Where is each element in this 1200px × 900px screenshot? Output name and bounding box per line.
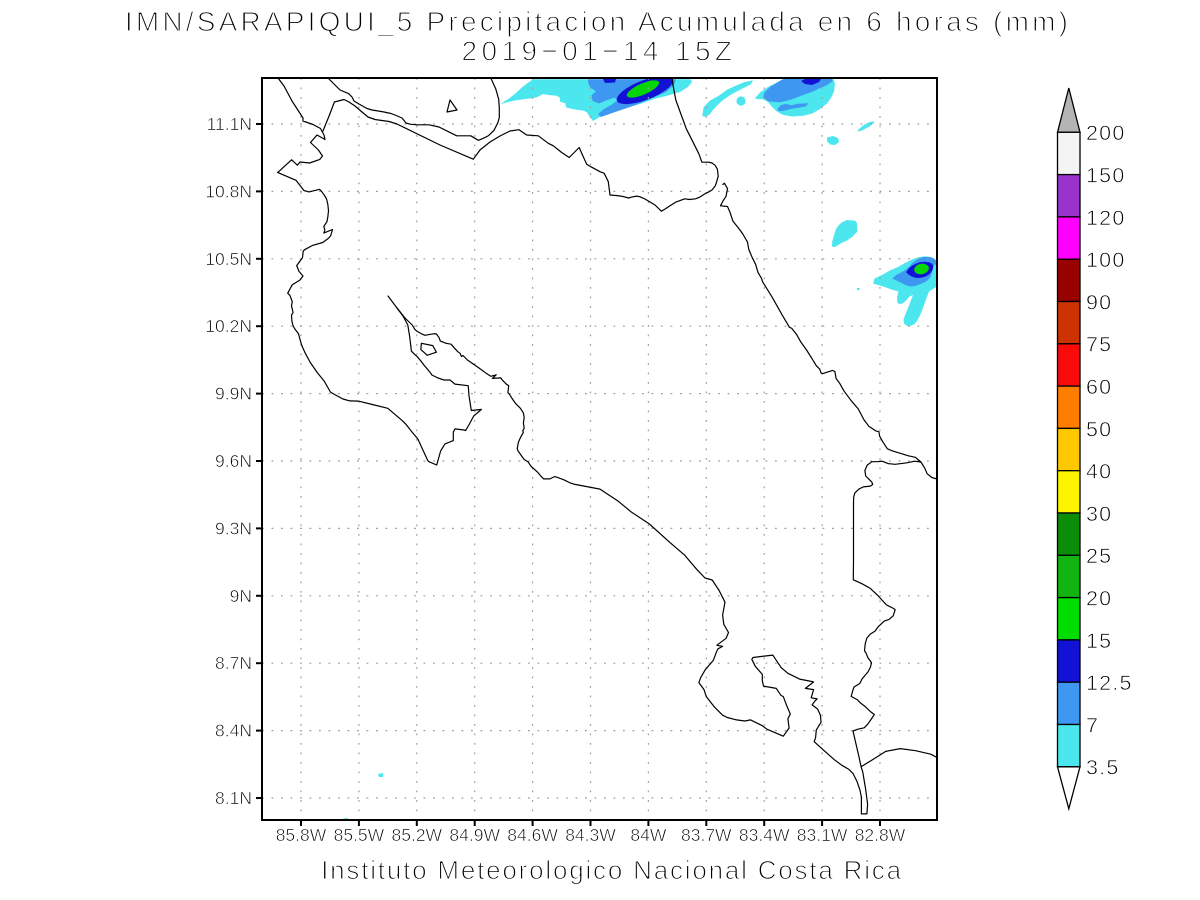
svg-text:11.1N: 11.1N [207,114,252,134]
svg-text:90: 90 [1086,290,1112,314]
svg-text:IMN/SARAPIQUI_5 Precipitacion: IMN/SARAPIQUI_5 Precipitacion Acumulada … [125,6,1071,37]
svg-text:25: 25 [1086,544,1112,568]
svg-text:83.7W: 83.7W [681,825,732,845]
svg-text:7: 7 [1086,713,1099,737]
svg-text:84.9W: 84.9W [449,825,500,845]
svg-text:8.1N: 8.1N [215,788,252,808]
svg-text:9.6N: 9.6N [215,451,252,471]
svg-text:9.3N: 9.3N [215,518,252,538]
svg-text:84W: 84W [630,825,666,845]
svg-text:2019−01−14 15Z: 2019−01−14 15Z [462,36,737,67]
svg-text:10.5N: 10.5N [205,249,252,269]
svg-text:10.8N: 10.8N [205,181,252,201]
svg-text:83.4W: 83.4W [739,825,790,845]
svg-text:85.8W: 85.8W [276,825,327,845]
svg-text:150: 150 [1086,164,1125,188]
svg-text:82.8W: 82.8W [855,825,906,845]
svg-text:200: 200 [1086,121,1125,145]
svg-text:120: 120 [1086,206,1125,230]
svg-text:40: 40 [1086,460,1112,484]
svg-text:84.3W: 84.3W [565,825,616,845]
svg-text:3.5: 3.5 [1086,756,1120,780]
svg-text:30: 30 [1086,502,1112,526]
svg-text:60: 60 [1086,375,1112,399]
svg-text:8.4N: 8.4N [215,721,252,741]
svg-text:85.5W: 85.5W [334,825,385,845]
svg-text:9N: 9N [230,586,252,606]
svg-text:15: 15 [1086,629,1112,653]
svg-text:9.9N: 9.9N [215,384,252,404]
svg-text:50: 50 [1086,417,1112,441]
svg-text:8.7N: 8.7N [215,653,252,673]
svg-text:75: 75 [1086,333,1112,357]
svg-text:83.1W: 83.1W [797,825,848,845]
svg-text:84.6W: 84.6W [507,825,558,845]
svg-text:12.5: 12.5 [1086,671,1133,695]
svg-text:20: 20 [1086,587,1112,611]
svg-text:10.2N: 10.2N [205,316,252,336]
svg-text:100: 100 [1086,248,1125,272]
svg-text:Instituto Meteorologico Nacion: Instituto Meteorologico Nacional Costa R… [321,855,903,885]
svg-text:85.2W: 85.2W [392,825,443,845]
